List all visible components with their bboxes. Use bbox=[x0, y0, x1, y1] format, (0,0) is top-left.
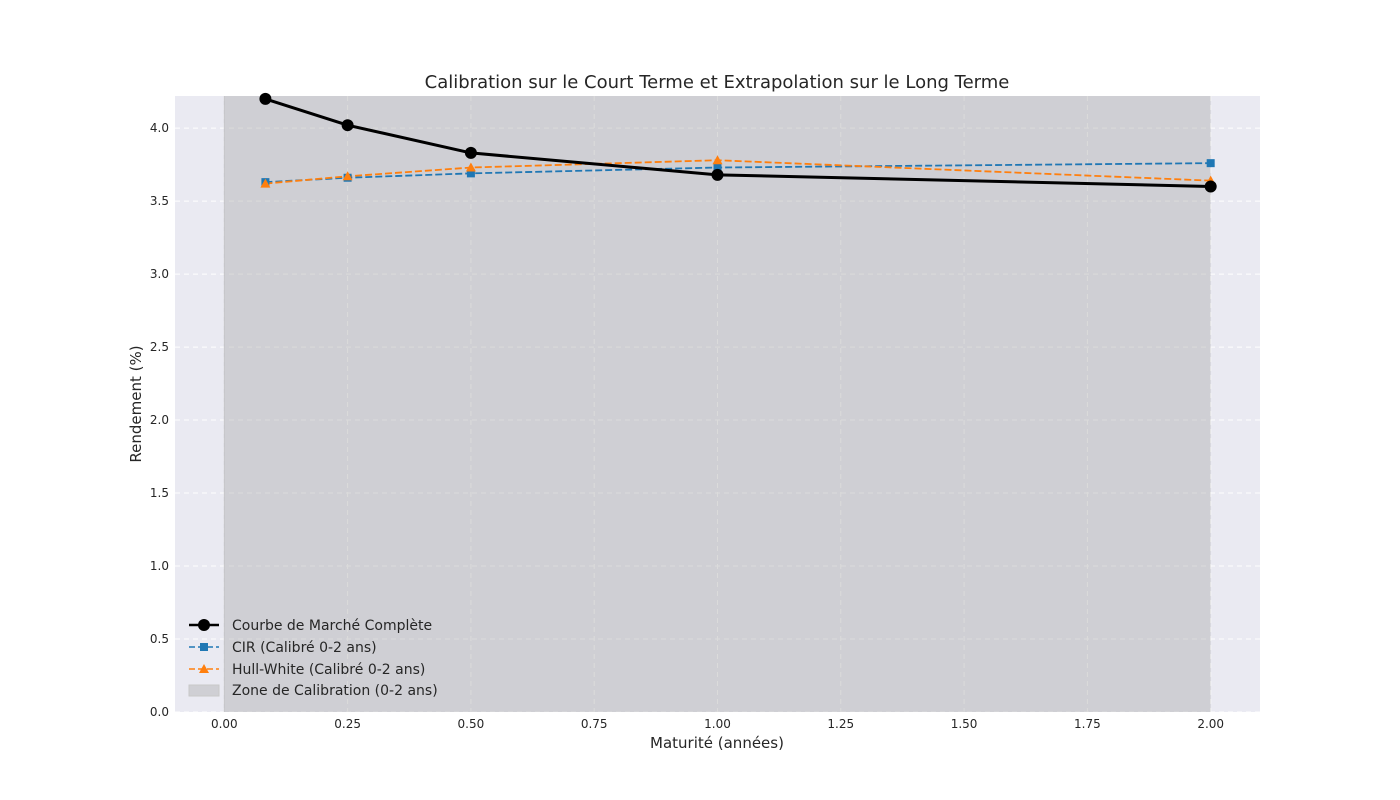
x-tick-label: 0.50 bbox=[458, 717, 485, 731]
x-tick-label: 2.00 bbox=[1197, 717, 1224, 731]
y-tick-label: 3.5 bbox=[150, 194, 169, 208]
legend-item-market: Courbe de Marché Complète bbox=[189, 618, 432, 634]
y-tick-label: 1.5 bbox=[150, 486, 169, 500]
data-point bbox=[466, 169, 475, 178]
legend-label-hull-white: Hull-White (Calibré 0-2 ans) bbox=[232, 662, 425, 678]
y-tick-label: 0.5 bbox=[150, 632, 169, 646]
x-tick-label: 0.00 bbox=[211, 717, 238, 731]
data-point bbox=[712, 155, 723, 165]
data-point bbox=[260, 178, 271, 188]
x-tick-label: 0.25 bbox=[334, 717, 361, 731]
legend-label-cir: CIR (Calibré 0-2 ans) bbox=[232, 640, 377, 656]
data-point bbox=[1204, 180, 1217, 193]
data-point bbox=[464, 146, 477, 159]
data-point bbox=[465, 162, 476, 172]
data-point bbox=[1206, 159, 1215, 168]
data-point bbox=[713, 163, 722, 172]
legend: Courbe de Marché Complète CIR (Calibré 0… bbox=[188, 618, 438, 699]
y-tick-label: 4.0 bbox=[150, 121, 169, 135]
y-tick-label: 2.5 bbox=[150, 340, 169, 354]
y-axis-ticks: 0.0 0.5 1.0 1.5 2.0 2.5 3.0 3.5 4.0 bbox=[150, 121, 169, 719]
data-point bbox=[711, 168, 724, 181]
grid bbox=[175, 96, 1260, 713]
x-tick-label: 1.75 bbox=[1074, 717, 1101, 731]
x-axis-ticks: 0.00 0.25 0.50 0.75 1.00 1.25 1.50 1.75 2.00 bbox=[211, 717, 1224, 731]
x-axis-title: Maturité (années) bbox=[650, 734, 784, 752]
legend-item-cir: CIR (Calibré 0-2 ans) bbox=[189, 640, 377, 656]
y-tick-label: 0.0 bbox=[150, 705, 169, 719]
legend-label-calibration-zone: Zone de Calibration (0-2 ans) bbox=[232, 683, 438, 699]
x-tick-label: 1.50 bbox=[951, 717, 978, 731]
y-axis-title: Rendement (%) bbox=[127, 345, 145, 462]
data-point bbox=[259, 92, 272, 105]
calibration-zone bbox=[224, 96, 1211, 712]
legend-item-hull-white: Hull-White (Calibré 0-2 ans) bbox=[189, 662, 425, 678]
x-tick-label: 1.25 bbox=[827, 717, 854, 731]
legend-item-calibration-zone: Zone de Calibration (0-2 ans) bbox=[188, 683, 438, 699]
x-tick-label: 1.00 bbox=[704, 717, 731, 731]
data-point bbox=[342, 171, 353, 181]
data-point bbox=[341, 119, 354, 132]
legend-label-market: Courbe de Marché Complète bbox=[232, 618, 432, 634]
y-tick-label: 1.0 bbox=[150, 559, 169, 573]
chart-title: Calibration sur le Court Terme et Extrap… bbox=[425, 72, 1010, 93]
y-tick-label: 2.0 bbox=[150, 413, 169, 427]
x-tick-label: 0.75 bbox=[581, 717, 608, 731]
series-markers bbox=[259, 92, 1217, 193]
y-tick-label: 3.0 bbox=[150, 267, 169, 281]
